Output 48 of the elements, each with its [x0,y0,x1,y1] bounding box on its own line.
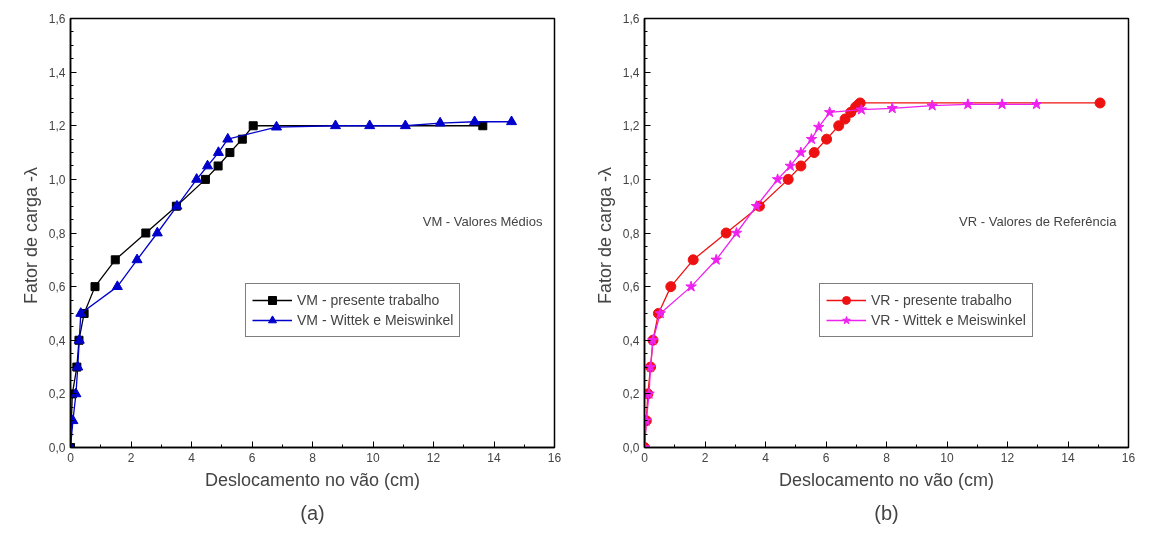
x-tick-label: 2 [127,450,135,465]
x-tick-label: 12 [426,450,441,465]
x-tick-label: 14 [487,450,501,465]
x-tick-label: 0 [67,450,75,465]
y-axis-title: Fator de carga -λ [20,166,41,305]
y-tick-label: 0,8 [622,226,640,241]
legend-label: VR - Wittek e Meiswinkel [871,312,1026,328]
x-axis-title: Deslocamento no vão (cm) [204,469,421,490]
y-axis-title: Fator de carga -λ [594,166,615,305]
y-tick-label: 1,6 [48,12,66,26]
x-axis-title: Deslocamento no vão (cm) [778,469,995,490]
x-tick-label: 8 [883,450,891,465]
legend-label: VM - Wittek e Meiswinkel [297,312,454,328]
y-tick-label: 0,0 [622,441,640,455]
x-tick-label: 6 [822,450,830,465]
y-tick-label: 0,0 [48,441,66,455]
legend-label: VM - presente trabalho [297,292,440,308]
x-tick-label: 16 [1121,450,1136,465]
x-tick-label: 4 [188,450,196,465]
x-tick-label: 8 [309,450,317,465]
x-tick-label: 10 [940,450,954,465]
x-tick-label: 10 [366,450,380,465]
annotation: VR - Valores de Referência [959,213,1118,229]
y-tick-label: 0,2 [622,387,640,402]
x-tick-label: 14 [1061,450,1075,465]
y-tick-label: 0,8 [48,226,66,241]
legend-label: VR - presente trabalho [871,292,1012,308]
y-tick-label: 0,4 [622,333,640,348]
x-tick-label: 12 [1000,450,1015,465]
y-tick-label: 1,0 [622,172,640,187]
text: (b) [874,501,899,524]
y-tick-label: 1,0 [48,172,66,187]
x-tick-label: 16 [547,450,562,465]
annotation: VM - Valores Médios [422,213,543,229]
text: (a) [300,501,325,524]
y-tick-label: 0,6 [48,280,66,295]
y-tick-label: 1,2 [48,119,66,134]
y-tick-label: 1,4 [48,65,66,80]
y-tick-label: 0,2 [48,387,66,402]
x-tick-label: 0 [641,450,649,465]
y-tick-label: 0,4 [48,333,66,348]
y-tick-label: 0,6 [622,280,640,295]
y-tick-label: 1,6 [622,12,640,26]
y-tick-label: 1,2 [622,119,640,134]
x-tick-label: 6 [248,450,256,465]
x-tick-label: 4 [762,450,770,465]
x-tick-label: 2 [701,450,709,465]
y-tick-label: 1,4 [622,65,640,80]
